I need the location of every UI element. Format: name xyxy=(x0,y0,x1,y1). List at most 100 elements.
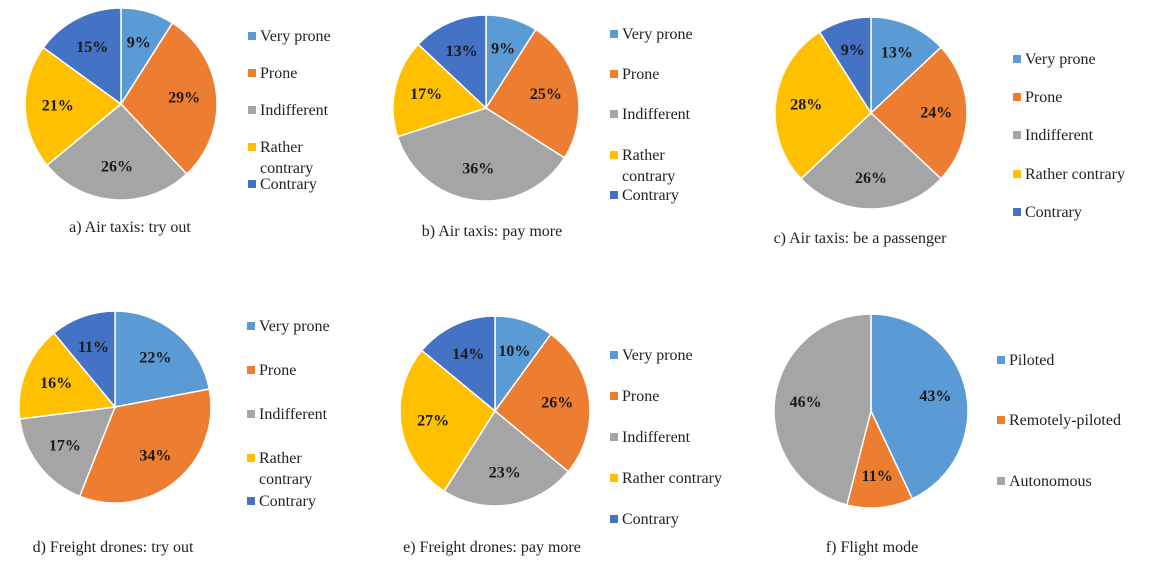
legend-label-rather-contrary: Rather contrary xyxy=(260,139,313,177)
legend-swatch-contrary xyxy=(247,497,255,505)
data-label-contrary: 14% xyxy=(452,346,484,363)
slice-autonomous xyxy=(773,313,872,506)
legend-label-prone: Prone xyxy=(622,388,659,405)
legend-swatch-indifferent xyxy=(247,410,255,418)
legend-label-contrary: Contrary xyxy=(622,187,679,204)
data-label-prone: 26% xyxy=(541,395,573,412)
data-label-prone: 34% xyxy=(139,447,171,464)
pie-chart-3: 13% 24% 26% 28% 9% Very prone Prone Indifferent… xyxy=(774,16,1125,247)
data-label-very-prone: 9% xyxy=(491,41,515,58)
data-label-indifferent: 17% xyxy=(49,437,81,454)
data-label-rather-contrary: 28% xyxy=(790,96,822,113)
data-label-autonomous: 46% xyxy=(790,394,822,411)
legend-swatch-very-prone xyxy=(610,30,618,38)
legend-swatch-contrary xyxy=(610,191,618,199)
legend-label-contrary: Contrary xyxy=(1025,204,1082,221)
slice-prone xyxy=(120,21,218,176)
slice-indifferent xyxy=(799,111,943,210)
legend-label-rather-contrary: Rather contrary xyxy=(259,450,312,488)
slice-very-prone xyxy=(114,310,211,408)
slice-prone xyxy=(493,333,591,473)
legend-label-very-prone: Very prone xyxy=(260,28,331,45)
legend-swatch-very-prone xyxy=(247,322,255,330)
legend-swatch-indifferent xyxy=(610,110,618,118)
slice-rather-contrary xyxy=(18,331,117,420)
slice-indifferent xyxy=(443,409,570,507)
chart-caption: d) Freight drones: try out xyxy=(33,539,194,556)
slice-contrary xyxy=(417,14,487,110)
slice-prone xyxy=(869,46,968,180)
legend-swatch-prone xyxy=(610,70,618,78)
data-label-rather-contrary: 16% xyxy=(40,375,72,392)
slice-rather-contrary xyxy=(399,349,496,493)
data-label-indifferent: 36% xyxy=(462,160,494,177)
legend-label-prone: Prone xyxy=(1025,89,1062,106)
pie-chart-4: 22% 34% 17% 16% 11% Very prone Prone Indifferen… xyxy=(18,310,330,556)
legend-label-indifferent: Indifferent xyxy=(1025,127,1094,144)
chart-caption: a) Air taxis: try out xyxy=(69,219,191,236)
legend-label-rather-contrary: Rather contrary xyxy=(622,470,722,487)
slice-contrary xyxy=(818,16,872,116)
slice-rather-contrary xyxy=(24,46,123,167)
legend-label-piloted: Piloted xyxy=(1009,352,1054,369)
slice-piloted xyxy=(870,313,969,500)
data-label-very-prone: 10% xyxy=(498,343,530,360)
legend-swatch-very-prone xyxy=(1013,55,1021,63)
legend-label-indifferent: Indifferent xyxy=(259,406,328,423)
chart-caption: c) Air taxis: be a passenger xyxy=(774,230,948,247)
slice-rather-contrary xyxy=(774,30,872,180)
slice-contrary xyxy=(42,7,122,106)
legend-swatch-prone xyxy=(248,69,256,77)
pie-chart-6: 43% 11% 46% Piloted Remotely-piloted Autonomo… xyxy=(773,313,1121,556)
legend-label-autonomous: Autonomous xyxy=(1009,473,1092,490)
data-label-remotely-piloted: 11% xyxy=(862,468,893,485)
slice-indifferent xyxy=(18,406,117,498)
legend-swatch-autonomous xyxy=(997,477,1005,485)
legend-label-indifferent: Indifferent xyxy=(622,429,691,446)
pie-chart-5: 10% 26% 23% 27% 14% Very prone Prone Indifferen… xyxy=(399,315,722,556)
data-label-indifferent: 23% xyxy=(489,464,521,481)
legend-swatch-remotely-piloted xyxy=(997,416,1005,424)
legend-swatch-rather-contrary xyxy=(247,454,255,462)
legend-swatch-contrary xyxy=(1013,208,1021,216)
data-label-very-prone: 13% xyxy=(881,45,913,62)
data-label-rather-contrary: 17% xyxy=(410,86,442,103)
legend-label-contrary: Contrary xyxy=(622,511,679,528)
chart-caption: e) Freight drones: pay more xyxy=(403,539,581,556)
data-label-rather-contrary: 21% xyxy=(42,98,74,115)
legend-label-very-prone: Very prone xyxy=(622,26,693,43)
legend-swatch-prone xyxy=(1013,93,1021,101)
data-label-indifferent: 26% xyxy=(855,170,887,187)
legend-label-contrary: Contrary xyxy=(259,493,316,510)
slice-indifferent xyxy=(45,102,188,201)
legend-swatch-rather-contrary xyxy=(610,151,618,159)
legend-label-remotely-piloted: Remotely-piloted xyxy=(1009,412,1121,429)
legend-swatch-very-prone xyxy=(610,351,618,359)
legend-swatch-indifferent xyxy=(1013,131,1021,139)
slice-remotely-piloted xyxy=(845,408,914,509)
legend-label-rather-contrary: Rather contrary xyxy=(622,147,675,185)
legend-swatch-indifferent xyxy=(610,433,618,441)
legend-swatch-rather-contrary xyxy=(248,143,256,151)
legend-swatch-very-prone xyxy=(248,32,256,40)
data-label-very-prone: 9% xyxy=(127,35,151,52)
slice-rather-contrary xyxy=(392,43,488,138)
legend-swatch-piloted xyxy=(997,356,1005,364)
legend-label-prone: Prone xyxy=(259,362,296,379)
legend-label-very-prone: Very prone xyxy=(1025,51,1096,68)
slice-contrary xyxy=(420,315,496,413)
legend-swatch-rather-contrary xyxy=(1013,170,1021,178)
slice-prone xyxy=(484,28,580,159)
data-label-very-prone: 22% xyxy=(139,350,171,367)
data-label-piloted: 43% xyxy=(919,388,951,405)
legend-label-indifferent: Indifferent xyxy=(260,102,329,119)
legend-label-prone: Prone xyxy=(622,66,659,83)
data-label-indifferent: 26% xyxy=(101,159,133,176)
slice-indifferent xyxy=(396,107,566,202)
legend-label-rather-contrary: Rather contrary xyxy=(1025,166,1125,183)
chart-caption: b) Air taxis: pay more xyxy=(422,223,562,240)
slice-prone xyxy=(78,388,212,504)
legend-label-prone: Prone xyxy=(260,65,297,82)
legend-swatch-contrary xyxy=(248,180,256,188)
